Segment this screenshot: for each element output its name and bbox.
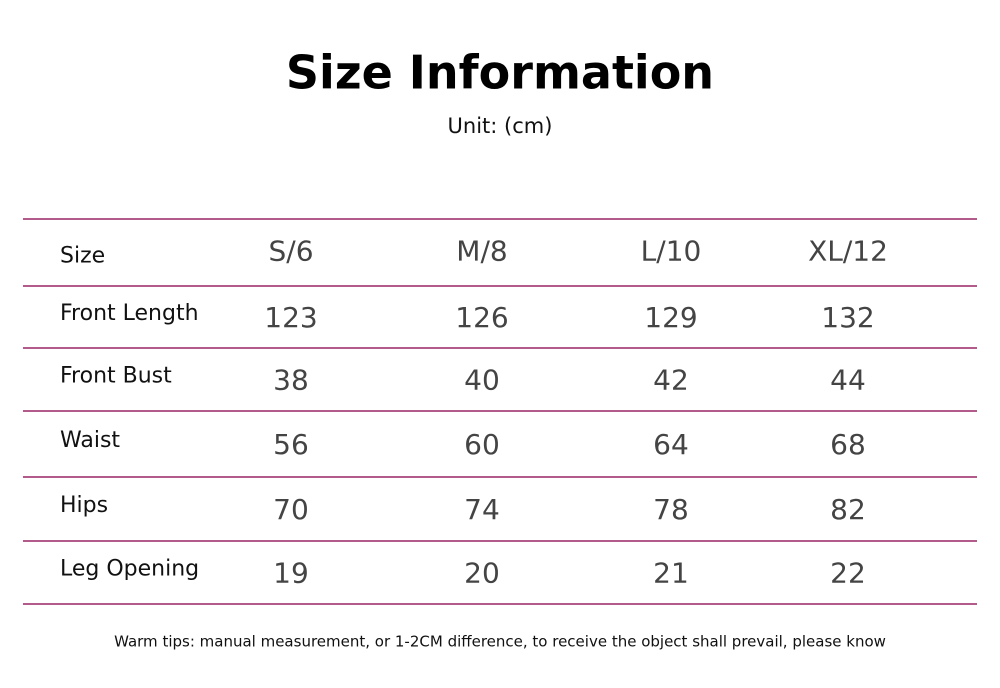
unit-note: Unit: (cm) <box>448 114 553 138</box>
table-cell: 126 <box>455 301 508 334</box>
table-cell: 123 <box>264 301 317 334</box>
table-cell: 38 <box>273 364 309 397</box>
table-cell: 64 <box>653 428 689 461</box>
table-cell: 68 <box>830 428 866 461</box>
row-label: Leg Opening <box>60 557 199 582</box>
table-cell: 22 <box>830 557 866 590</box>
table-cell: 19 <box>273 557 309 590</box>
table-cell: 129 <box>644 301 697 334</box>
table-cell: 60 <box>464 428 500 461</box>
header-label: Size <box>60 244 105 269</box>
table-cell: 132 <box>821 301 874 334</box>
row-label: Waist <box>60 428 120 453</box>
table-cell: 40 <box>464 364 500 397</box>
table-cell: 20 <box>464 557 500 590</box>
footer-tip: Warm tips: manual measurement, or 1-2CM … <box>114 633 886 651</box>
row-label: Front Length <box>60 301 199 326</box>
row-label: Hips <box>60 493 108 518</box>
table-cell: 21 <box>653 557 689 590</box>
table-cell: 70 <box>273 493 309 526</box>
table-cell: 56 <box>273 428 309 461</box>
table-cell: 82 <box>830 493 866 526</box>
page-title: Size Information <box>286 46 714 100</box>
size-table: Size S/6 M/8 L/10 XL/12 Front Length 123 126 129… <box>23 218 977 605</box>
header-cell: S/6 <box>268 235 313 268</box>
header-cell: L/10 <box>641 235 702 268</box>
table-cell: 78 <box>653 493 689 526</box>
table-cell: 42 <box>653 364 689 397</box>
header-cell: XL/12 <box>808 235 888 268</box>
table-cell: 44 <box>830 364 866 397</box>
row-label: Front Bust <box>60 364 172 389</box>
table-cell: 74 <box>464 493 500 526</box>
header-cell: M/8 <box>456 235 507 268</box>
